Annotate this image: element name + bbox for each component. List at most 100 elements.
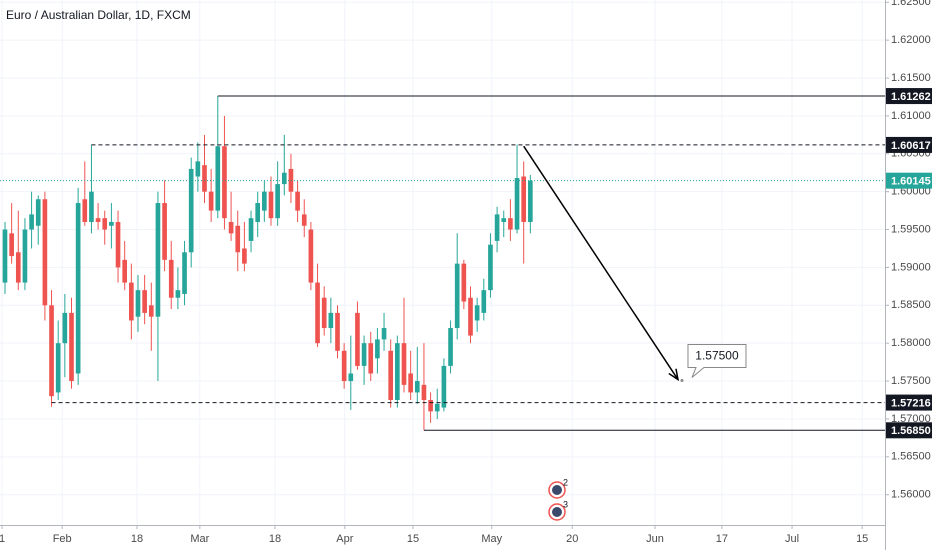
x-tick-label: May — [481, 533, 502, 545]
candle-body — [62, 312, 68, 344]
candle-body — [381, 328, 387, 340]
y-tick-label: 1.62500 — [891, 0, 931, 8]
current-price-tag — [886, 172, 932, 189]
candle-body — [155, 203, 161, 317]
candle-body — [148, 305, 154, 317]
candle-body — [275, 184, 280, 219]
candle-body — [521, 176, 527, 222]
candle-body — [488, 244, 493, 291]
candle-body — [175, 290, 181, 298]
candle-body — [102, 218, 108, 230]
candle-body — [208, 191, 214, 211]
candle-body — [441, 365, 447, 408]
chart-title: Euro / Australian Dollar, 1D, FXCM — [6, 8, 191, 22]
candle-body — [75, 203, 81, 374]
candle-body — [414, 381, 420, 393]
candle-body — [308, 229, 314, 283]
x-tick-label: 18 — [269, 533, 281, 545]
candle-body — [82, 199, 88, 222]
candle-body — [235, 225, 241, 253]
candle-body — [474, 305, 480, 321]
candle-body — [215, 146, 221, 211]
candle-body — [281, 172, 287, 185]
candle-body — [528, 180, 533, 222]
y-tick-label: 1.59500 — [891, 223, 931, 235]
candle-body — [401, 343, 407, 385]
candle-body — [248, 218, 254, 241]
candle-body — [55, 343, 61, 393]
y-tick-label: 1.62000 — [891, 34, 931, 46]
level-label: 1.60617 — [891, 140, 931, 152]
y-tick-label: 1.58000 — [891, 337, 931, 349]
x-tick-label: 20 — [566, 533, 578, 545]
candle-body — [301, 214, 307, 226]
candle-body — [375, 339, 380, 359]
candle-body — [255, 203, 261, 222]
candle-body — [501, 218, 507, 222]
candle-body — [42, 199, 48, 306]
callout-box — [687, 344, 747, 378]
y-tick-label: 1.57500 — [891, 375, 931, 387]
x-tick-label: Mar — [190, 533, 209, 545]
candle-body — [129, 282, 134, 321]
level-tag — [886, 136, 932, 153]
candle-body — [242, 248, 247, 264]
candle-body — [295, 191, 300, 211]
candle-body — [228, 221, 234, 234]
candle-body — [481, 290, 487, 313]
callout-label: 1.57500 — [695, 349, 739, 363]
candle-body — [395, 343, 400, 400]
candle-body — [468, 297, 473, 336]
candle-body — [288, 168, 294, 192]
x-tick-label: Apr — [336, 533, 353, 545]
x-tick-label: Jul — [785, 533, 799, 545]
candle-body — [35, 199, 41, 226]
candle-body — [2, 229, 8, 283]
candle-body — [341, 350, 347, 382]
candle-body — [361, 343, 367, 366]
candle-body — [348, 373, 354, 382]
plot: 1.57500 2 3 — [0, 95, 885, 521]
y-tick-label: 1.58500 — [891, 299, 931, 311]
candle-body — [268, 191, 274, 219]
level-tag — [886, 88, 932, 105]
candle-body — [122, 259, 128, 283]
candle-body — [328, 312, 334, 329]
candle-body — [461, 263, 467, 302]
candle-body — [95, 218, 101, 222]
candle-body — [29, 214, 34, 230]
level-label: 1.56850 — [891, 425, 931, 437]
candle-body — [202, 165, 207, 192]
candle-body — [162, 203, 167, 260]
x-tick-label: 18 — [131, 533, 143, 545]
projection-arrow — [523, 145, 679, 380]
candle-body — [421, 384, 427, 400]
event-icon — [552, 485, 562, 495]
candle-body — [494, 214, 500, 241]
candle-body — [9, 233, 14, 257]
level-tag — [886, 422, 932, 439]
candle-body — [69, 312, 74, 382]
event-icon — [552, 507, 562, 517]
y-tick-label: 1.56000 — [891, 489, 931, 501]
candle-body — [135, 290, 141, 317]
candle-body — [315, 282, 320, 344]
candle-body — [262, 191, 267, 211]
candle-body — [335, 312, 340, 351]
candle-body — [188, 168, 194, 253]
level-label: 1.61262 — [891, 91, 931, 103]
y-tick-label: 1.56500 — [891, 451, 931, 463]
candle-body — [388, 350, 394, 400]
candle-body — [15, 252, 21, 283]
level-tag — [886, 394, 932, 411]
x-tick-label: 15 — [856, 533, 868, 545]
candle-body — [89, 191, 94, 222]
candle-body — [434, 403, 440, 412]
x-tick-label: 1 — [0, 533, 5, 545]
candle-body — [355, 312, 360, 366]
candle-body — [222, 146, 227, 219]
event-count: 3 — [563, 499, 568, 509]
candle-body — [182, 252, 187, 294]
